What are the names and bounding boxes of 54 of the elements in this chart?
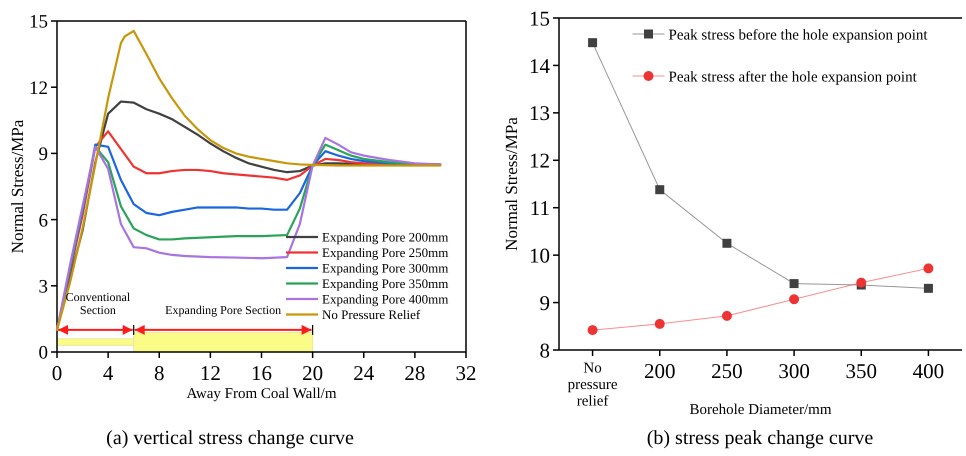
x-tick-label: 28 — [404, 360, 426, 385]
legend-label: Expanding Pore 250mm — [322, 245, 448, 260]
x-tick-label: 8 — [154, 360, 164, 385]
x-tick-label: 32 — [456, 360, 476, 385]
x-tick-label: 400 — [912, 358, 944, 383]
y-tick-label: 0 — [38, 342, 48, 364]
point — [654, 318, 665, 329]
y-axis-title: Normal Stress/MPa — [8, 119, 27, 254]
y-tick-label: 14 — [529, 54, 550, 78]
y-tick-label: 8 — [540, 338, 550, 362]
x-tick-label: No pressure relief — [568, 360, 618, 410]
y-tick-label: 9 — [540, 290, 550, 315]
legend-label: Expanding Pore 350mm — [322, 276, 448, 292]
point — [722, 238, 732, 248]
point — [588, 38, 598, 48]
point — [789, 294, 800, 304]
legend-label: No Pressure Relief — [322, 307, 421, 322]
point — [588, 325, 598, 336]
point — [924, 284, 933, 293]
legend-label: Expanding Pore 200mm — [322, 230, 448, 245]
point — [923, 263, 934, 274]
x-tick-label: 200 — [644, 358, 676, 383]
legend-label: Expanding Pore 400mm — [322, 292, 448, 307]
text: (b) stress peak change curve — [646, 427, 874, 449]
legend-label: Expanding Pore 300mm — [322, 260, 448, 276]
x-tick-label: 350 — [846, 358, 877, 383]
x-tick-label: 24 — [353, 360, 375, 385]
point — [856, 278, 866, 288]
x-tick-label: 250 — [711, 358, 743, 383]
y-tick-label: 3 — [38, 276, 48, 298]
y-tick-label: 15 — [529, 6, 550, 30]
x-axis-title: Borehole Diameter/mm — [689, 402, 832, 418]
y-tick-label: 10 — [529, 243, 550, 268]
point — [655, 185, 664, 194]
legend-label: Peak stress before the hole expansion point — [668, 27, 928, 44]
x-tick-label: 4 — [102, 360, 114, 385]
point — [722, 310, 732, 321]
y-tick-label: 11 — [530, 196, 550, 220]
point — [790, 279, 799, 288]
x-axis-title: Away From Coal Wall/m — [186, 386, 337, 402]
y-tick-label: 12 — [529, 148, 550, 173]
x-tick-label: 12 — [200, 360, 221, 385]
y-tick-label: 13 — [529, 101, 550, 126]
y-axis-title: Normal Stress/MPa — [502, 116, 521, 251]
y-tick-label: 9 — [38, 144, 48, 166]
y-tick-label: 6 — [38, 210, 48, 232]
annotation: Expanding Pore Section — [165, 302, 282, 317]
legend-label: Peak stress after the hole expansion point — [668, 69, 918, 86]
y-tick-label: 15 — [29, 12, 48, 33]
x-tick-label: 16 — [251, 360, 272, 385]
text: (a) vertical stress change curve — [106, 427, 354, 449]
x-tick-label: 20 — [302, 360, 324, 385]
x-tick-label: 300 — [778, 358, 810, 383]
y-tick-label: 12 — [29, 78, 48, 99]
